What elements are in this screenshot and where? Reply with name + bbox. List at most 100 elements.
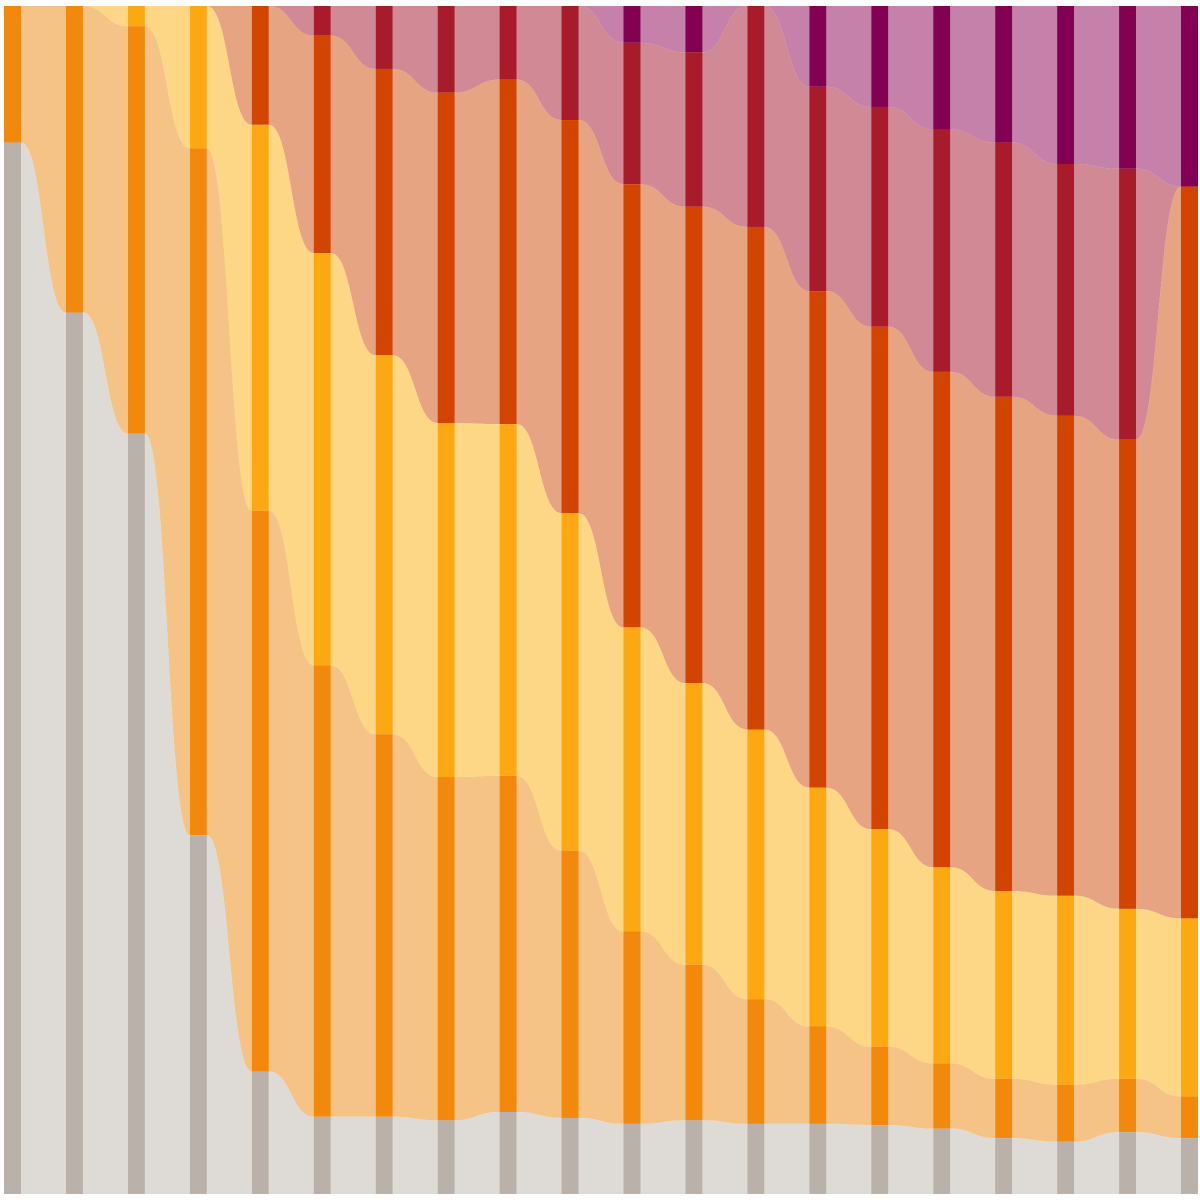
flow-band-c4-col16-to-col17 — [1012, 142, 1058, 416]
flow-band-c1-col5-to-col6 — [330, 665, 376, 1117]
flow-band-c2-col10-to-col11 — [640, 627, 686, 965]
node-bar-c1-col1 — [65, 6, 83, 313]
flow-band-c3-col7-to-col8 — [454, 79, 500, 425]
flow-band-c5-col14-to-col15 — [888, 6, 934, 130]
flow-band-c4-col10-to-col11 — [640, 42, 686, 207]
node-bar-c5-col14 — [871, 6, 889, 107]
flow-band-c1-col6-to-col7 — [392, 734, 438, 1121]
flow-band-c1-col3-to-col4 — [206, 148, 252, 1072]
flow-band-c1-col7-to-col8 — [454, 775, 500, 1121]
flow-band-c0-col1-to-col2 — [82, 312, 128, 1194]
flow-band-c4-col18-to-col19 — [1136, 168, 1181, 440]
node-bar-c0-col14 — [871, 1125, 889, 1194]
node-bar-c4-col11 — [685, 52, 703, 207]
node-bar-c4-col12 — [747, 6, 765, 227]
node-bar-c1-col19 — [1181, 1096, 1198, 1139]
flow-band-c0-col11-to-col12 — [702, 1120, 748, 1194]
node-bar-c1-col4 — [251, 510, 269, 1072]
node-bar-c1-col9 — [561, 850, 579, 1118]
node-bar-c1-col8 — [499, 775, 517, 1113]
flow-band-c3-col4-to-col5 — [268, 6, 314, 254]
flow-band-c0-col5-to-col6 — [330, 1116, 376, 1194]
node-bar-c5-col19 — [1181, 6, 1198, 187]
flow-band-c0-col13-to-col14 — [826, 1123, 872, 1194]
node-bar-c4-col17 — [1057, 164, 1075, 416]
node-bar-c2-col2 — [127, 6, 145, 27]
node-bar-c0-col19 — [1181, 1138, 1198, 1194]
flow-band-c2-col2-to-col3 — [144, 6, 190, 149]
flow-band-c2-col13-to-col14 — [826, 787, 872, 1047]
node-bar-c1-col0 — [4, 6, 21, 143]
flow-band-c2-col3-to-col4 — [206, 6, 252, 511]
flow-band-c0-col8-to-col9 — [516, 1112, 562, 1194]
flow-band-c3-col9-to-col10 — [578, 120, 624, 628]
node-bar-c1-col2 — [127, 26, 145, 434]
node-bar-c3-col5 — [313, 35, 331, 254]
flow-band-c0-col9-to-col10 — [578, 1117, 624, 1194]
flow-band-c0-col4-to-col5 — [268, 1071, 314, 1194]
flow-band-c1-col2-to-col3 — [144, 26, 190, 836]
node-bar-c3-col13 — [809, 291, 827, 788]
flow-band-c2-col9-to-col10 — [578, 513, 624, 932]
flow-band-c0-col17-to-col18 — [1074, 1132, 1120, 1194]
node-bar-c2-col14 — [871, 829, 889, 1047]
flow-band-c4-col15-to-col16 — [950, 129, 996, 397]
flow-band-c3-col8-to-col9 — [516, 79, 562, 514]
flow-band-c3-col12-to-col13 — [764, 226, 810, 788]
node-bar-c2-col10 — [623, 627, 641, 932]
node-bar-c2-col9 — [561, 513, 579, 851]
flow-band-c1-col11-to-col12 — [702, 964, 748, 1124]
node-bar-c5-col15 — [933, 6, 951, 130]
flow-band-c0-col10-to-col11 — [640, 1120, 686, 1194]
flow-band-c3-col14-to-col15 — [888, 326, 934, 868]
flow-band-c0-col14-to-col15 — [888, 1125, 934, 1194]
node-bar-c3-col9 — [561, 120, 579, 514]
flow-band-c0-col3-to-col4 — [206, 835, 252, 1194]
node-bar-c3-col11 — [685, 206, 703, 684]
flow-band-c1-col0-to-col1 — [21, 6, 66, 313]
node-bar-c4-col14 — [871, 106, 889, 327]
flow-band-c0-col18-to-col19 — [1136, 1132, 1181, 1194]
node-bar-c5-col16 — [995, 6, 1013, 143]
node-bar-c4-col15 — [933, 129, 951, 372]
flow-band-c0-col0-to-col1 — [21, 142, 66, 1194]
node-bar-c2-col6 — [375, 355, 393, 735]
flow-band-c2-col5-to-col6 — [330, 253, 376, 735]
flow-band-c2-col11-to-col12 — [702, 683, 748, 1000]
flow-band-c2-col8-to-col9 — [516, 424, 562, 851]
node-bar-c4-col18 — [1119, 168, 1137, 440]
flow-band-c1-col12-to-col13 — [764, 999, 810, 1124]
node-bar-c1-col16 — [995, 1078, 1013, 1139]
node-bar-c2-col17 — [1057, 895, 1075, 1085]
node-bar-c5-col10 — [623, 6, 641, 43]
node-bar-c2-col5 — [313, 253, 331, 666]
node-bar-c0-col7 — [437, 1120, 455, 1194]
node-bar-c2-col3 — [189, 6, 207, 149]
flow-band-c1-col1-to-col2 — [82, 6, 128, 434]
node-bar-c0-col4 — [251, 1071, 269, 1194]
flow-band-c2-col12-to-col13 — [764, 729, 810, 1027]
node-bar-c4-col9 — [561, 6, 579, 121]
node-bar-c1-col10 — [623, 931, 641, 1124]
node-bar-c0-col16 — [995, 1138, 1013, 1194]
flow-band-c3-col17-to-col18 — [1074, 415, 1120, 909]
node-bar-c0-col10 — [623, 1123, 641, 1194]
flow-band-c5-col15-to-col16 — [950, 6, 996, 143]
flow-band-c2-col15-to-col16 — [950, 867, 996, 1079]
flow-band-c2-col7-to-col8 — [454, 422, 500, 778]
node-bar-c0-col12 — [747, 1123, 765, 1194]
flow-band-c4-col9-to-col10 — [578, 6, 624, 185]
node-bar-c5-col18 — [1119, 6, 1137, 169]
flow-band-c1-col16-to-col17 — [1012, 1078, 1058, 1142]
node-bar-c3-col18 — [1119, 439, 1137, 909]
flow-band-c4-col6-to-col7 — [392, 6, 438, 93]
node-bar-c2-col13 — [809, 787, 827, 1027]
node-bar-c3-col15 — [933, 371, 951, 868]
node-bar-c2-col19 — [1181, 918, 1198, 1097]
flow-band-c3-col10-to-col11 — [640, 184, 686, 684]
flow-band-c0-col7-to-col8 — [454, 1112, 500, 1194]
node-bar-c4-col16 — [995, 142, 1013, 397]
flow-band-c5-col17-to-col18 — [1074, 6, 1120, 169]
node-bar-c4-col7 — [437, 6, 455, 93]
